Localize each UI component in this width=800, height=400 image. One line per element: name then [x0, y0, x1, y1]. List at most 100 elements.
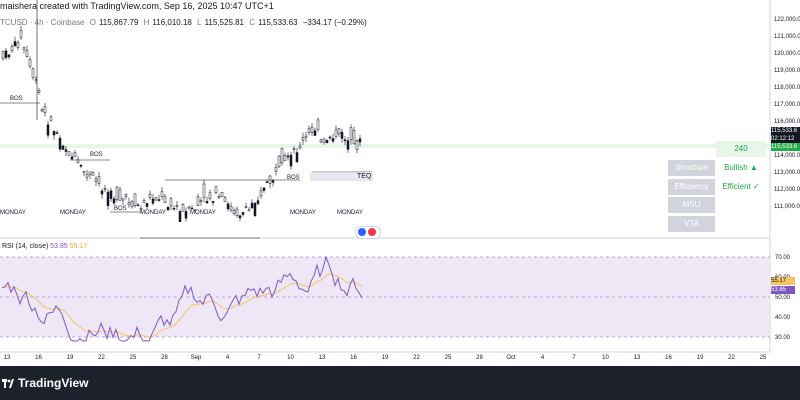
low-value: 115,525.81	[204, 18, 245, 27]
time-axis-label: 10	[602, 355, 609, 361]
panel-msu-label: MSU	[668, 197, 715, 213]
bos-label-2: BOS	[90, 152, 103, 158]
time-axis-label: 25	[130, 355, 137, 361]
time-axis-label: 22	[98, 355, 105, 361]
panel-number: 240	[716, 141, 766, 157]
candle-body	[322, 138, 326, 143]
candle-body	[265, 181, 269, 183]
tradingview-logo-text[interactable]: TradingView	[18, 376, 89, 390]
candle-body	[346, 140, 350, 150]
candle-body	[19, 30, 23, 39]
candle-body	[190, 207, 194, 210]
candle-body	[247, 209, 251, 212]
candle-body	[130, 201, 134, 207]
price-axis-label: 118,000.0	[774, 85, 800, 91]
candle-body	[79, 164, 83, 167]
candle-body	[244, 206, 248, 208]
candle-body	[142, 200, 146, 203]
rsi-value: 53.85	[50, 243, 68, 250]
candle-body	[259, 190, 263, 197]
candle-body	[163, 196, 167, 203]
candle-body	[67, 151, 71, 156]
candle-body	[178, 211, 182, 222]
candle-body	[325, 139, 329, 144]
panel-efficiency-value: Efficient ✓	[722, 182, 760, 191]
candle-body	[295, 152, 299, 163]
footer-bar	[0, 366, 800, 400]
chart-canvas[interactable]: 122,000.0 121,000.0 120,000.0 119,000.0 118,…	[0, 0, 800, 366]
candle-body	[319, 139, 323, 143]
candle-body	[343, 139, 347, 142]
symbol-label[interactable]: TCUSD · 4h · Coinbase	[0, 18, 85, 27]
candle-body	[283, 155, 287, 161]
candle-body	[13, 41, 17, 47]
candle-body	[37, 90, 41, 93]
candle-body	[271, 180, 275, 183]
candle-body	[199, 200, 203, 202]
candle-body	[52, 131, 56, 136]
candle-body	[166, 207, 170, 211]
candle-body	[115, 187, 119, 200]
change-value: −334.17 (−0.29%)	[302, 18, 367, 27]
candle-body	[196, 196, 200, 206]
rsi-ma-value: 55.17	[69, 243, 88, 250]
price-axis[interactable]: 122,000.0 121,000.0 120,000.0 119,000.0 118,…	[774, 17, 800, 210]
candlestick-series	[1, 25, 362, 223]
candle-body	[310, 126, 314, 133]
candle-body	[121, 197, 125, 201]
time-axis-label: 16	[35, 355, 42, 361]
rsi-legend[interactable]: RSI (14, close) 53.85 55.17	[2, 243, 87, 250]
candle-body	[217, 195, 221, 198]
price-axis-label: 122,000.0	[774, 17, 800, 23]
time-axis-label: 13	[634, 355, 641, 361]
candle-body	[328, 136, 332, 139]
time-axis-label: 22	[413, 355, 420, 361]
candle-body	[151, 198, 155, 204]
bos-label-4: BOS	[287, 175, 300, 181]
time-axis-label: Sep	[191, 355, 202, 361]
candle-body	[286, 155, 290, 158]
candle-body	[64, 149, 68, 152]
time-axis-label: 28	[161, 355, 168, 361]
bar-countdown: 02:12:12	[771, 135, 800, 143]
candle-body	[145, 203, 149, 207]
events-flag-icon[interactable]	[355, 226, 381, 239]
candle-body	[157, 199, 161, 201]
candle-body	[109, 190, 113, 199]
time-axis-label: 19	[697, 355, 704, 361]
candle-body	[85, 174, 89, 178]
price-axis-label: 113,000.0	[774, 170, 800, 176]
candle-body	[73, 152, 77, 157]
candle-body	[160, 191, 164, 197]
candle-body	[1, 51, 5, 59]
time-axis[interactable]: 13 16 19 22 25 28 Sep 4 7 10 13 16 19 22 25 28 Oct 4 7 10 13…	[4, 355, 767, 361]
candle-body	[253, 202, 257, 217]
time-axis-label: 25	[445, 355, 452, 361]
candle-body	[175, 205, 179, 207]
candle-body	[139, 208, 143, 210]
rsi-value-tag: 53.85	[771, 286, 795, 294]
candle-body	[124, 194, 128, 197]
candle-body	[340, 131, 344, 139]
panel-structure-value: Bullish ▲	[724, 163, 758, 172]
candle-body	[349, 127, 353, 140]
candle-body	[235, 208, 239, 216]
candle-body	[172, 207, 176, 210]
candle-body	[226, 203, 230, 210]
candle-body	[154, 197, 158, 201]
candle-body	[148, 193, 152, 198]
price-axis-label: 116,000.0	[774, 119, 800, 125]
candle-body	[301, 136, 305, 141]
price-axis-label: 114,000.0	[774, 153, 800, 159]
candle-body	[250, 202, 254, 209]
rsi-axis-label: 30.00	[775, 335, 791, 341]
day-label-5: MONDAY	[290, 210, 316, 216]
rsi-axis-label: 50.00	[775, 295, 791, 301]
candle-body	[187, 206, 191, 209]
high-value: 116,010.18	[152, 18, 192, 27]
open-label: O	[89, 18, 96, 27]
panel-efficiency-label: Efficiency	[668, 179, 715, 195]
low-label: L	[197, 18, 202, 27]
candle-body	[238, 215, 242, 219]
